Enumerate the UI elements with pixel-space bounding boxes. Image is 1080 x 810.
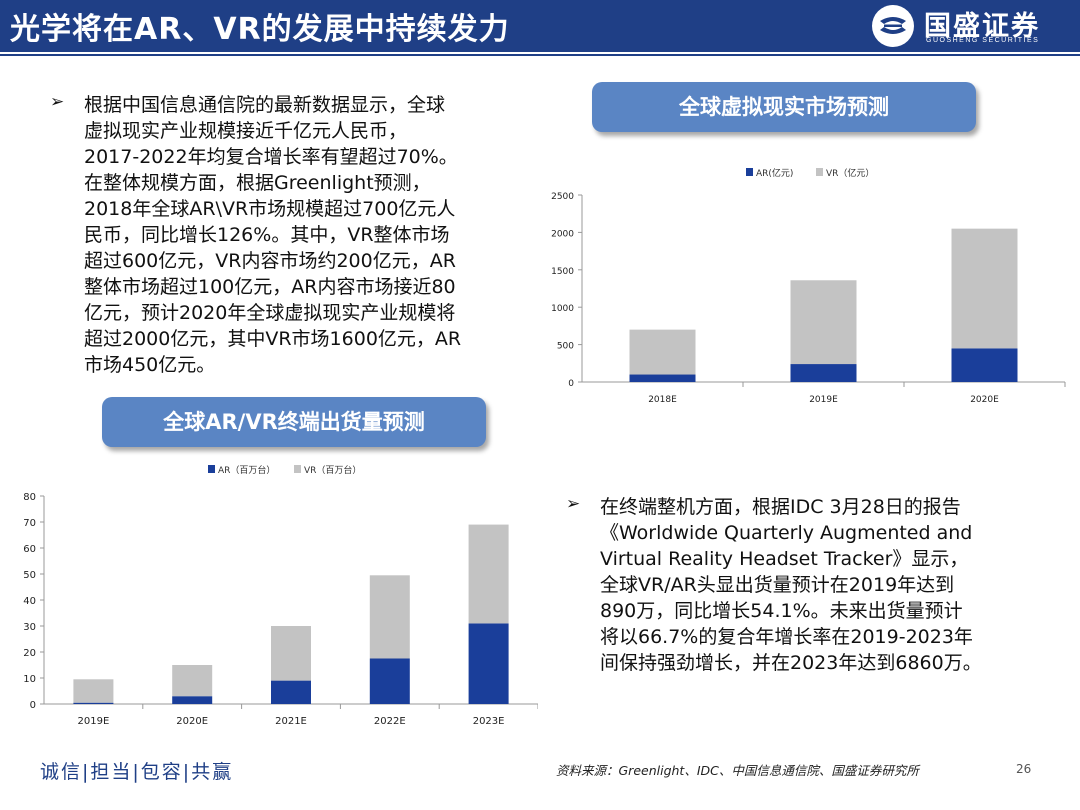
text-line: 全球VR/AR头显出货量预计在2019年达到 xyxy=(600,574,955,596)
x-tick-label: 2019E xyxy=(809,395,838,405)
text-line: 民币，同比增长126%。其中，VR整体市场 xyxy=(84,224,450,246)
y-tick-label: 0 xyxy=(568,379,574,389)
y-tick-label: 20 xyxy=(23,648,36,659)
y-tick-label: 60 xyxy=(23,544,36,555)
text-line: 超过2000亿元，其中VR市场1600亿元，AR xyxy=(84,328,462,350)
y-tick-label: 40 xyxy=(23,596,36,607)
text-line: 虚拟现实产业规模接近千亿元人民币， xyxy=(84,120,408,142)
y-tick-label: 80 xyxy=(23,492,36,503)
legend-label: VR（百万台） xyxy=(304,464,361,476)
x-tick-label: 2019E xyxy=(78,716,110,727)
ar-bar-2018E xyxy=(629,374,696,382)
text-line: 亿元，预计2020年全球虚拟现实产业规模将 xyxy=(84,302,456,324)
header-divider xyxy=(0,54,1080,56)
ar-bar-2021E xyxy=(271,680,311,704)
bullet-arrow-icon: ➢ xyxy=(50,92,65,112)
logo-mark-icon xyxy=(872,5,914,47)
y-tick-label: 50 xyxy=(23,570,36,581)
legend-label: AR（百万台） xyxy=(218,464,275,476)
ar-bar-2020E xyxy=(172,696,213,704)
x-tick-label: 2022E xyxy=(374,716,406,727)
y-tick-label: 70 xyxy=(23,518,36,529)
vr-bar-2020E xyxy=(951,228,1018,349)
y-tick-label: 30 xyxy=(23,622,36,633)
legend-swatch-1 xyxy=(816,168,823,176)
vr-bar-2020E xyxy=(172,665,213,697)
text-line: 《Worldwide Quarterly Augmented and xyxy=(600,522,973,544)
header-bar: 光学将在AR、VR的发展中持续发力 国盛证券 GUOSHENG SECURITI… xyxy=(0,0,1080,52)
x-tick-label: 2021E xyxy=(275,716,307,727)
shipment-forecast-chart: 0 10 20 30 40 50 60 70 80 2019E 2020E 2021E 2022E 202… xyxy=(23,464,538,727)
x-tick-label: 2023E xyxy=(473,716,505,727)
legend-label: AR(亿元) xyxy=(756,167,793,179)
ar-bar-2019E xyxy=(73,702,114,704)
vr-bar-2019E xyxy=(73,679,114,703)
vr-bar-2019E xyxy=(790,280,857,365)
ar-bar-2023E xyxy=(468,623,509,704)
logo-text: 国盛证券 xyxy=(924,11,1040,42)
text-line: 将以66.7%的复合年增长率在2019-2023年 xyxy=(600,626,973,648)
shipment-forecast-title: 全球AR/VR终端出货量预测 xyxy=(102,397,486,447)
text-line: Virtual Reality Headset Tracker》显示， xyxy=(600,548,969,570)
text-line: 整体市场超过100亿元，AR内容市场接近80 xyxy=(84,276,456,298)
shipment-overview-text: 在终端整机方面，根据IDC 3月28日的报告 《Worldwide Quarte… xyxy=(600,494,1040,676)
legend-swatch-0 xyxy=(208,465,215,473)
text-line: 2018年全球AR\VR市场规模超过700亿元人 xyxy=(84,198,456,220)
text-line: 在整体规模方面，根据Greenlight预测， xyxy=(84,172,431,194)
market-overview-text: 根据中国信息通信院的最新数据显示，全球 虚拟现实产业规模接近千亿元人民币， 20… xyxy=(84,92,524,378)
y-tick-label: 0 xyxy=(30,700,36,711)
vr-bar-2022E xyxy=(369,575,410,659)
logo-subtext: GUOSHENG SECURITIES xyxy=(926,37,1040,44)
y-tick-label: 500 xyxy=(557,342,574,352)
source-note: 资料来源：Greenlight、IDC、中国信息通信院、国盛证券研究所 xyxy=(556,763,919,778)
brand-logo: 国盛证券 GUOSHENG SECURITIES xyxy=(872,3,1072,49)
ar-bar-2020E xyxy=(951,348,1018,382)
text-line: 超过600亿元，VR内容市场约200亿元，AR xyxy=(84,250,456,272)
text-line: 在终端整机方面，根据IDC 3月28日的报告 xyxy=(600,496,961,518)
y-tick-label: 2000 xyxy=(551,229,574,239)
y-tick-label: 1500 xyxy=(551,267,574,277)
y-tick-label: 1000 xyxy=(551,304,574,314)
x-tick-label: 2020E xyxy=(176,716,208,727)
y-tick-label: 2500 xyxy=(551,192,574,202)
text-line: 市场450亿元。 xyxy=(84,354,216,376)
x-tick-label: 2018E xyxy=(648,395,677,405)
market-forecast-chart: 0 500 1000 1500 2000 2500 2018E 2019E 2020E AR(亿元… xyxy=(551,167,1066,405)
text-line: 根据中国信息通信院的最新数据显示，全球 xyxy=(84,94,446,116)
x-tick-label: 2020E xyxy=(970,395,999,405)
text-line: 2017-2022年均复合增长率有望超过70%。 xyxy=(84,146,458,168)
page-title: 光学将在AR、VR的发展中持续发力 xyxy=(10,12,510,47)
footer-slogan: 诚信|担当|包容|共赢 xyxy=(40,761,234,783)
text-line: 间保持强劲增长，并在2023年达到6860万。 xyxy=(600,652,982,674)
legend-label: VR（亿元） xyxy=(826,167,874,179)
legend-swatch-0 xyxy=(746,168,753,176)
vr-bar-2023E xyxy=(468,524,509,624)
vr-bar-2018E xyxy=(629,329,696,375)
ar-bar-2022E xyxy=(369,658,410,704)
y-tick-label: 10 xyxy=(23,674,36,685)
page-number: 26 xyxy=(1016,762,1032,776)
bullet-arrow-icon: ➢ xyxy=(566,494,581,514)
text-line: 890万，同比增长54.1%。未来出货量预计 xyxy=(600,600,963,622)
market-forecast-title: 全球虚拟现实市场预测 xyxy=(592,82,976,132)
ar-bar-2019E xyxy=(790,364,857,382)
legend-swatch-1 xyxy=(294,465,301,473)
vr-bar-2021E xyxy=(271,626,311,681)
